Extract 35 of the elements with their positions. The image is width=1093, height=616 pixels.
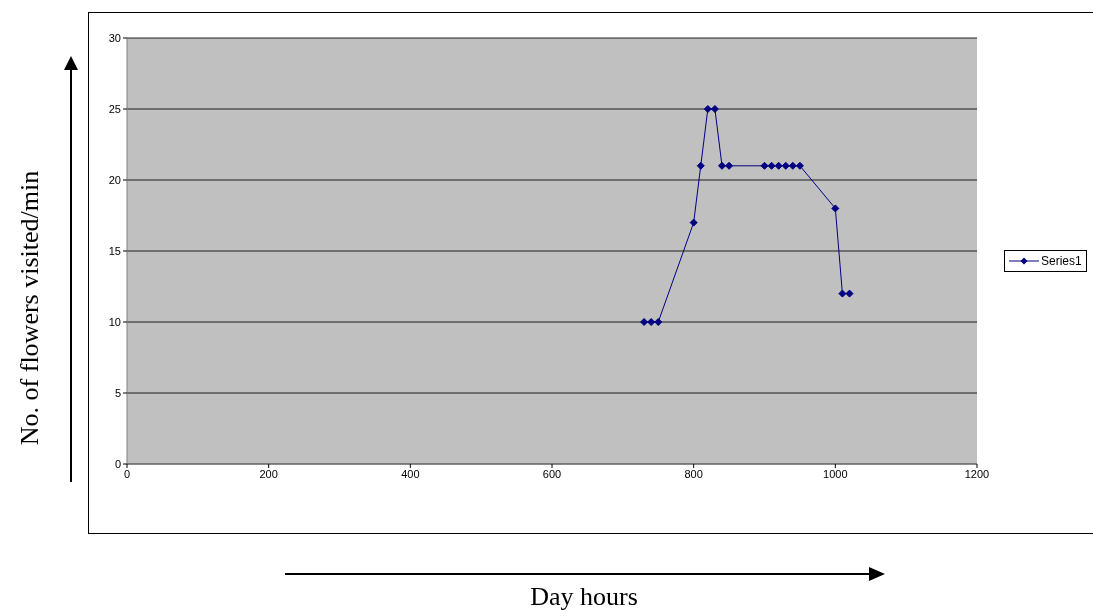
y-tick-label: 10 — [108, 315, 121, 328]
point — [838, 289, 847, 298]
x-tick-label: 600 — [542, 467, 562, 480]
point — [689, 218, 698, 227]
x-tick-label: 1000 — [823, 467, 848, 480]
point — [774, 161, 783, 170]
point — [703, 105, 712, 113]
y-tick-label: 25 — [108, 102, 121, 115]
point — [647, 318, 656, 326]
point — [640, 318, 649, 326]
point — [725, 161, 734, 170]
point — [710, 105, 719, 113]
point — [767, 161, 776, 170]
point — [845, 289, 854, 298]
point — [795, 161, 804, 170]
point — [718, 161, 726, 170]
x-tick-label: 1200 — [964, 467, 990, 480]
x-axis-title: Day hours — [530, 582, 638, 612]
y-tick-label: 15 — [108, 244, 121, 257]
y-tick-label: 30 — [108, 31, 121, 44]
point — [654, 318, 663, 326]
point — [831, 204, 840, 213]
y-tick-label: 0 — [114, 457, 121, 470]
point — [781, 161, 790, 170]
x-tick-label: 200 — [259, 467, 278, 480]
x-tick-label: 800 — [684, 467, 703, 480]
point — [760, 161, 769, 170]
y-tick-label: 5 — [114, 386, 121, 399]
x-tick-label: 0 — [123, 467, 131, 480]
legend-label: Series1 — [1041, 254, 1082, 268]
point — [696, 161, 705, 170]
y-tick-label: 20 — [108, 173, 121, 186]
x-tick-label: 400 — [401, 467, 420, 480]
y-axis-title: No. of flowers visited/min — [15, 170, 45, 446]
point — [788, 161, 797, 170]
